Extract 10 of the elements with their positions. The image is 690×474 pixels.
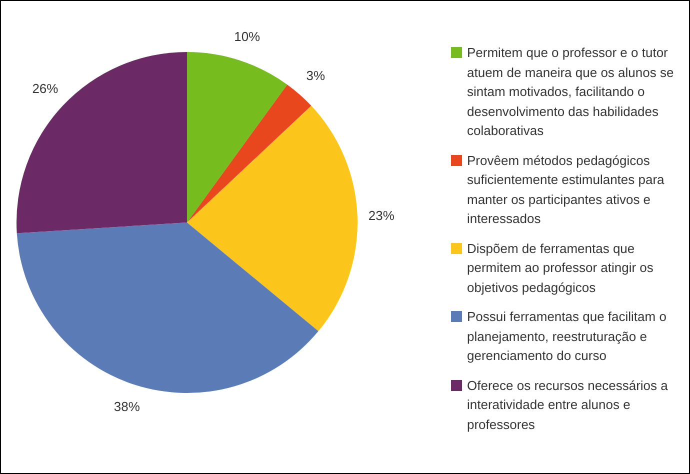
data-label: 23% bbox=[368, 208, 395, 223]
legend-label: Dispõem de ferramentas que permitem ao professor atingir os objetivos pedagógicos bbox=[467, 240, 654, 297]
data-label: 3% bbox=[306, 68, 326, 84]
legend-label: Oferece os recursos necessários a interatividade entre alunos e professores bbox=[467, 376, 669, 434]
data-label: 38% bbox=[114, 399, 140, 414]
legend-label: Permitem que o professor e o tutor atuem de maneira que os alunos se sintam motivados, facilitando o desenvolvimento das habilidades colaborativas bbox=[467, 44, 675, 140]
legend-label: Provêem métodos pedagógicos suficientemente estimulantes para manter os participantes ativos e interessados bbox=[467, 152, 666, 228]
data-label: 10% bbox=[234, 29, 261, 44]
data-label: 26% bbox=[32, 80, 59, 96]
legend-label: Possui ferramentas que facilitam o planejamento, reestruturação e gerenciamento do curso bbox=[467, 308, 668, 365]
